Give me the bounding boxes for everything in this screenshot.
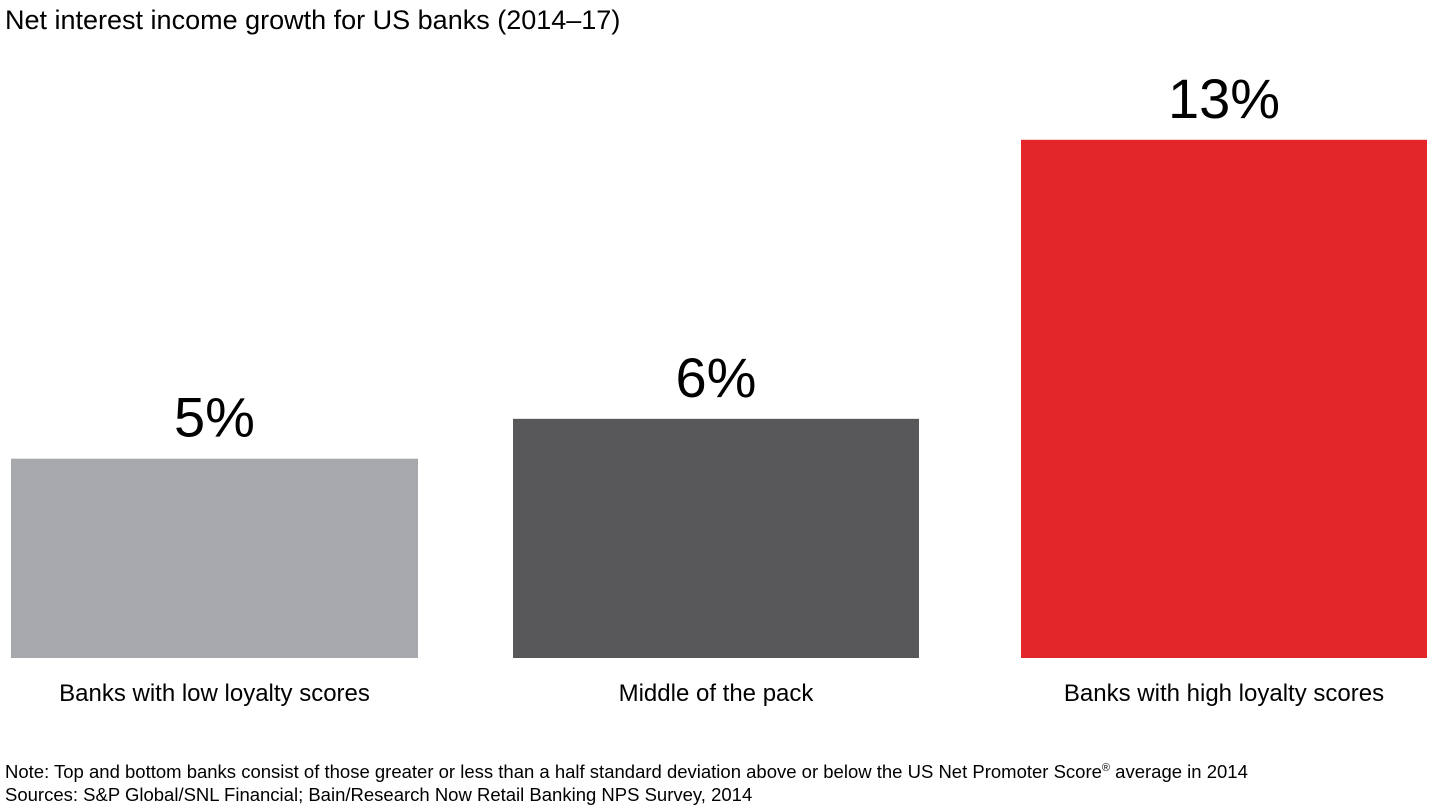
bar-value-label-1: 5% bbox=[174, 386, 255, 449]
category-label-3: Banks with high loyalty scores bbox=[1064, 680, 1384, 707]
note-prefix: Note: Top and bottom banks consist of th… bbox=[5, 761, 1102, 782]
bar-2 bbox=[513, 418, 919, 658]
chart-title: Net interest income growth for US banks … bbox=[5, 5, 621, 35]
bar-value-label-2: 6% bbox=[676, 346, 757, 409]
bar-1 bbox=[11, 458, 418, 658]
registered-mark: ® bbox=[1101, 761, 1111, 774]
sources-text: Sources: S&P Global/SNL Financial; Bain/… bbox=[5, 784, 753, 805]
footnotes: Note: Top and bottom banks consist of th… bbox=[5, 760, 1248, 806]
note-text: Note: Top and bottom banks consist of th… bbox=[5, 760, 1248, 783]
note-suffix: average in 2014 bbox=[1110, 761, 1248, 782]
category-label-2: Middle of the pack bbox=[619, 680, 815, 707]
bar-chart: 5% Banks with low loyalty scores 6% Middle … bbox=[11, 67, 1427, 707]
category-label-1: Banks with low loyalty scores bbox=[59, 680, 370, 707]
bar-3 bbox=[1021, 139, 1427, 659]
bar-value-label-3: 13% bbox=[1168, 67, 1280, 130]
